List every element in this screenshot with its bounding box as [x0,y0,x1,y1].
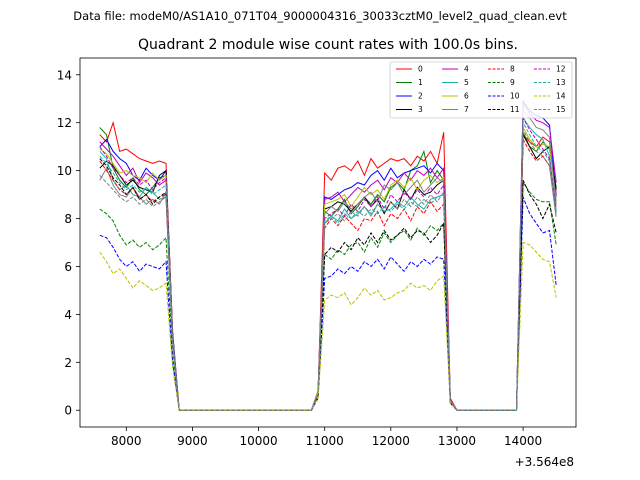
x-tick-label: 11000 [306,434,344,448]
legend-label-15: 15 [556,105,566,114]
y-tick-label: 6 [64,260,72,274]
legend-label-3: 3 [418,105,423,114]
series-line-15 [99,128,557,411]
y-tick-label: 4 [64,308,72,322]
chart-title: Quadrant 2 module wise count rates with … [138,37,518,53]
legend-label-12: 12 [556,65,566,74]
series-line-8 [99,137,557,411]
x-offset-label: +3.564e8 [515,455,574,469]
legend-label-14: 14 [556,92,566,101]
y-tick-label: 14 [57,68,72,82]
legend-label-2: 2 [418,92,423,101]
series-line-1 [99,127,557,411]
axes-frame [79,57,577,428]
legend-box [389,61,573,119]
x-tick-label: 12000 [372,434,410,448]
y-tick-label: 2 [64,356,72,370]
y-tick-label: 0 [64,404,72,418]
x-axis: 8000 9000 10000 11000 12000 13000 14000 [111,427,542,448]
y-axis: 0 2 4 6 8 10 12 14 [57,68,80,418]
series-line-0 [99,120,557,411]
x-tick-label: 13000 [438,434,476,448]
legend-label-10: 10 [510,92,520,101]
series-line-13 [99,120,557,411]
legend-label-0: 0 [418,65,423,74]
legend-label-7: 7 [464,105,469,114]
legend-label-11: 11 [510,105,520,114]
series-line-14 [99,241,557,411]
chart-suptitle: Data file: modeM0/AS1A10_071T04_90000043… [73,9,567,23]
y-tick-label: 10 [57,164,72,178]
legend-label-8: 8 [510,65,515,74]
y-tick-label: 8 [64,212,72,226]
x-tick-label: 9000 [177,434,208,448]
legend-label-13: 13 [556,78,566,87]
legend-label-1: 1 [418,78,423,87]
x-tick-label: 10000 [239,434,277,448]
legend-label-5: 5 [464,78,469,87]
series-line-7 [99,109,557,411]
series-line-6 [99,125,557,411]
plot-area [79,57,577,428]
series-line-12 [99,116,557,411]
y-tick-label: 12 [57,116,72,130]
x-tick-label: 8000 [111,434,142,448]
x-tick-label: 14000 [504,434,542,448]
legend-label-9: 9 [510,78,515,87]
series-line-5 [99,116,557,411]
legend-label-4: 4 [464,65,469,74]
legend-label-6: 6 [464,92,469,101]
